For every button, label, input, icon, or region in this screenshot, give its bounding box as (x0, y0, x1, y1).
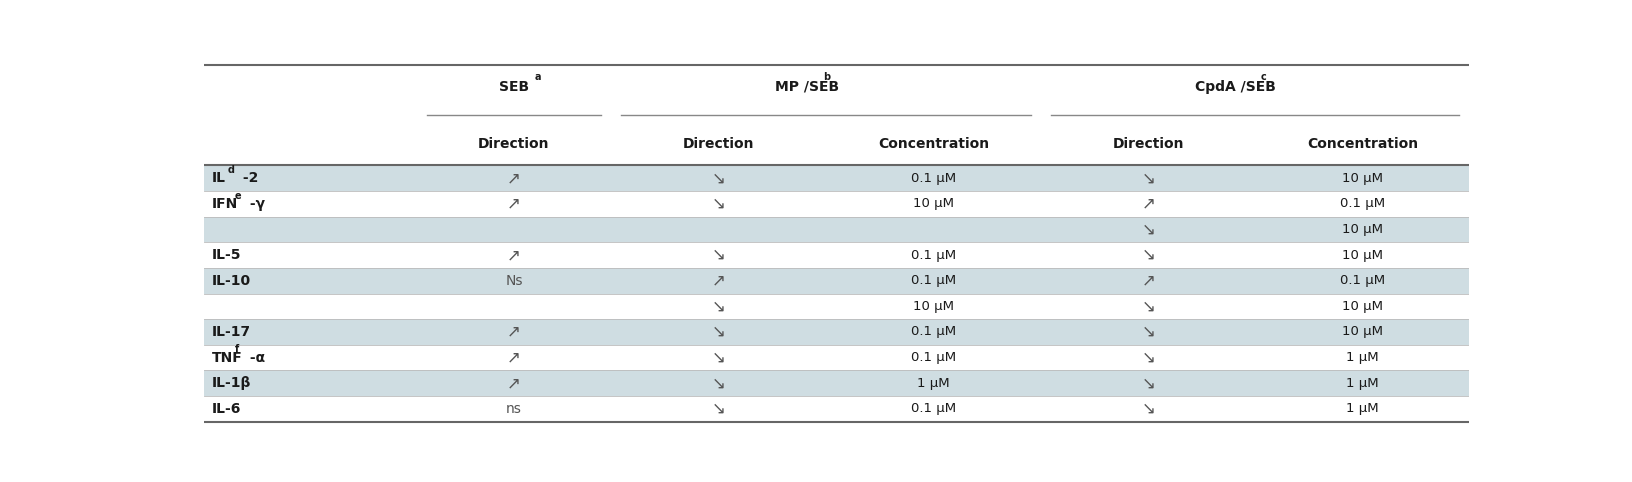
Text: Direction: Direction (684, 137, 754, 151)
Bar (204, 217, 1469, 242)
Bar (204, 396, 1469, 422)
Text: 10 μM: 10 μM (914, 198, 955, 210)
Text: Ns: Ns (506, 274, 522, 288)
Bar (204, 65, 1469, 123)
Text: ↘: ↘ (712, 195, 726, 213)
Text: 10 μM: 10 μM (1342, 223, 1382, 236)
Text: 0.1 μM: 0.1 μM (911, 249, 956, 262)
Text: SEB: SEB (499, 80, 529, 94)
Text: 10 μM: 10 μM (1342, 325, 1382, 338)
Text: e: e (235, 191, 242, 201)
Text: ↘: ↘ (1142, 220, 1155, 239)
Text: ↘: ↘ (712, 400, 726, 418)
Text: ↗: ↗ (508, 348, 521, 366)
Text: Direction: Direction (478, 137, 550, 151)
Text: -2: -2 (238, 171, 258, 185)
Text: 1 μM: 1 μM (1346, 376, 1379, 389)
Bar (204, 345, 1469, 370)
Text: ↗: ↗ (508, 169, 521, 187)
Text: 0.1 μM: 0.1 μM (911, 351, 956, 364)
Bar (204, 191, 1469, 217)
Text: c: c (1260, 72, 1266, 82)
Text: Concentration: Concentration (878, 137, 989, 151)
Text: ↘: ↘ (1142, 400, 1155, 418)
Text: 0.1 μM: 0.1 μM (911, 402, 956, 415)
Text: IL: IL (212, 171, 225, 185)
Text: ns: ns (506, 402, 522, 416)
Text: ↘: ↘ (712, 297, 726, 315)
Text: CpdA /SEB: CpdA /SEB (1195, 80, 1276, 94)
Text: -γ: -γ (245, 197, 266, 211)
Text: IL-17: IL-17 (212, 325, 251, 339)
Text: -α: -α (245, 350, 266, 364)
Text: ↗: ↗ (508, 323, 521, 341)
Text: 0.1 μM: 0.1 μM (1340, 198, 1386, 210)
Text: ↗: ↗ (508, 246, 521, 264)
Text: TNF: TNF (212, 350, 242, 364)
Text: ↘: ↘ (712, 323, 726, 341)
Text: ↗: ↗ (712, 272, 726, 290)
Bar (204, 123, 1469, 165)
Text: Concentration: Concentration (1307, 137, 1418, 151)
Text: ↗: ↗ (508, 195, 521, 213)
Text: ↘: ↘ (712, 246, 726, 264)
Bar (204, 268, 1469, 294)
Text: b: b (823, 72, 831, 82)
Text: ↘: ↘ (1142, 246, 1155, 264)
Bar (204, 294, 1469, 319)
Bar (204, 370, 1469, 396)
Text: 0.1 μM: 0.1 μM (911, 325, 956, 338)
Text: 0.1 μM: 0.1 μM (1340, 274, 1386, 287)
Text: ↗: ↗ (1142, 195, 1155, 213)
Bar (204, 319, 1469, 345)
Text: d: d (227, 165, 235, 175)
Text: ↗: ↗ (1142, 272, 1155, 290)
Text: ↘: ↘ (1142, 297, 1155, 315)
Bar (204, 165, 1469, 191)
Text: ↘: ↘ (712, 169, 726, 187)
Text: 10 μM: 10 μM (1342, 300, 1382, 313)
Text: ↘: ↘ (1142, 348, 1155, 366)
Text: 1 μM: 1 μM (1346, 351, 1379, 364)
Text: f: f (235, 344, 240, 354)
Text: IL-5: IL-5 (212, 248, 242, 262)
Text: ↗: ↗ (508, 374, 521, 392)
Text: 10 μM: 10 μM (1342, 172, 1382, 185)
Bar (204, 242, 1469, 268)
Text: IL-6: IL-6 (212, 402, 242, 416)
Text: ↘: ↘ (1142, 169, 1155, 187)
Text: a: a (534, 72, 540, 82)
Text: ↘: ↘ (1142, 374, 1155, 392)
Text: ↘: ↘ (712, 348, 726, 366)
Text: IL-10: IL-10 (212, 274, 251, 288)
Text: 1 μM: 1 μM (917, 376, 950, 389)
Text: IFN: IFN (212, 197, 238, 211)
Text: MP /SEB: MP /SEB (775, 80, 839, 94)
Text: 10 μM: 10 μM (914, 300, 955, 313)
Text: 10 μM: 10 μM (1342, 249, 1382, 262)
Text: 1 μM: 1 μM (1346, 402, 1379, 415)
Text: ↘: ↘ (1142, 323, 1155, 341)
Text: 0.1 μM: 0.1 μM (911, 172, 956, 185)
Text: 0.1 μM: 0.1 μM (911, 274, 956, 287)
Text: ↘: ↘ (712, 374, 726, 392)
Text: IL-1β: IL-1β (212, 376, 251, 390)
Text: Direction: Direction (1113, 137, 1185, 151)
